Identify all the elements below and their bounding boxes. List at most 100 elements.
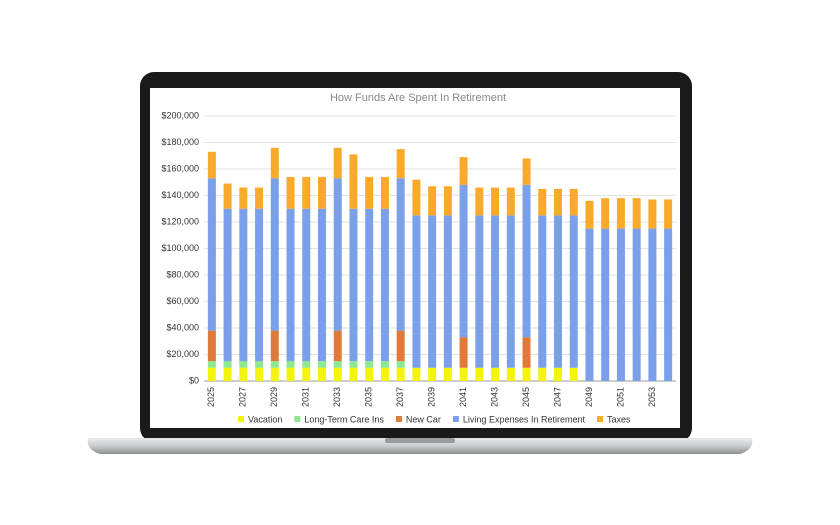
bar-segment [207, 361, 216, 368]
bar-segment [506, 215, 515, 368]
bar-segment [318, 367, 326, 381]
bar-segment [491, 187, 500, 216]
x-tick-label: 2043 [489, 387, 499, 407]
bar-segment [380, 208, 389, 362]
x-tick-label: 2051 [615, 387, 625, 407]
bar-segment [648, 199, 657, 229]
bar-segment [569, 188, 578, 216]
chart-title: How Funds Are Spent In Retirement [330, 92, 506, 104]
bar-segment [380, 361, 389, 368]
bar-segment [333, 367, 342, 381]
bar-segment [239, 208, 248, 362]
x-tick-label: 2039 [427, 387, 437, 407]
bar-segment [349, 361, 358, 368]
bar-segment [286, 176, 295, 209]
x-tick-label: 2047 [552, 387, 562, 407]
y-tick-label: $60,000 [166, 296, 199, 306]
bar-segment [333, 361, 342, 368]
bar-segment [223, 183, 232, 209]
bar-segment [664, 228, 673, 381]
bar-segment [522, 367, 531, 381]
bar-segment [443, 215, 452, 368]
bar-segment [601, 228, 610, 381]
bar-segment [318, 361, 326, 368]
bar-segment [569, 367, 578, 381]
legend-label: Living Expenses In Retirement [463, 414, 586, 424]
bar-segment [270, 367, 279, 381]
bar-segment [459, 184, 468, 338]
bar-segment [428, 367, 437, 381]
bar-segment [239, 361, 248, 368]
bar-segment [522, 158, 531, 185]
bar-segment [270, 178, 279, 331]
x-tick-label: 2049 [584, 387, 594, 407]
bar-segment [223, 367, 232, 381]
bar-segment [255, 208, 264, 362]
bar-segment [302, 208, 311, 362]
bar-segment [506, 187, 515, 216]
bar-segment [207, 151, 216, 179]
bar-segment [522, 337, 531, 368]
y-tick-label: $180,000 [161, 137, 199, 147]
x-tick-label: 2029 [269, 387, 279, 407]
y-tick-label: $40,000 [166, 322, 199, 332]
bar-segment [396, 361, 405, 368]
bar-segment [207, 330, 216, 362]
bar-segment [255, 187, 264, 209]
bar-segment [443, 186, 452, 216]
bar-segment [207, 367, 216, 381]
x-tick-label: 2027 [238, 387, 248, 407]
bar-segment [554, 215, 562, 368]
bar-segment [538, 215, 547, 368]
bar-segment [286, 367, 295, 381]
plot: $0 $20,000 $40,000 $60,000 $80,000 $100,000 $1… [161, 110, 676, 424]
legend-swatch [452, 416, 459, 422]
bar-segment [207, 178, 216, 331]
x-tick-label: 2045 [521, 387, 531, 407]
x-tick-label: 2025 [206, 387, 216, 407]
y-tick-label: $200,000 [161, 110, 199, 120]
bar-segment [365, 367, 374, 381]
bar-segment [270, 361, 279, 368]
bar-segment [428, 186, 437, 216]
bar-segment [475, 367, 484, 381]
y-tick-label: $100,000 [161, 243, 199, 253]
bar-segment [333, 330, 342, 362]
bar-segment [632, 228, 641, 381]
bar-segment [491, 367, 500, 381]
bar-segment [538, 367, 547, 381]
bar-segment [396, 330, 405, 362]
x-tick-label: 2033 [332, 387, 342, 407]
legend-label: New Car [406, 414, 441, 424]
bar-segment [459, 367, 468, 381]
bar-segment [616, 198, 625, 229]
bar-segment [286, 208, 295, 362]
bar-segment [601, 198, 610, 229]
legend-swatch [596, 416, 603, 422]
y-tick-label: $80,000 [166, 269, 199, 279]
bar-segment [664, 199, 673, 229]
laptop-base [87, 438, 753, 454]
bar-segment [255, 361, 264, 368]
bar-segment [255, 367, 264, 381]
bar-segment [459, 337, 468, 368]
bar-segment [585, 200, 594, 229]
bar-segment [585, 228, 594, 381]
bar-segment [522, 184, 531, 338]
x-tick-label: 2037 [395, 387, 405, 407]
y-tick-label: $0 [189, 375, 199, 385]
bar-segment [380, 367, 389, 381]
bar-segment [349, 208, 358, 362]
legend-swatch [294, 416, 301, 422]
bar-segment [616, 228, 625, 381]
x-tick-label: 2053 [647, 387, 657, 407]
y-tick-label: $20,000 [166, 349, 199, 359]
bar-segment [302, 361, 311, 368]
bar-segment [396, 178, 405, 331]
bar-segment [349, 154, 358, 209]
bar-segment [506, 367, 515, 381]
y-tick-label: $160,000 [161, 163, 199, 173]
bar-segment [302, 176, 311, 209]
legend-label: Taxes [607, 414, 631, 424]
bar-segment [491, 215, 500, 368]
